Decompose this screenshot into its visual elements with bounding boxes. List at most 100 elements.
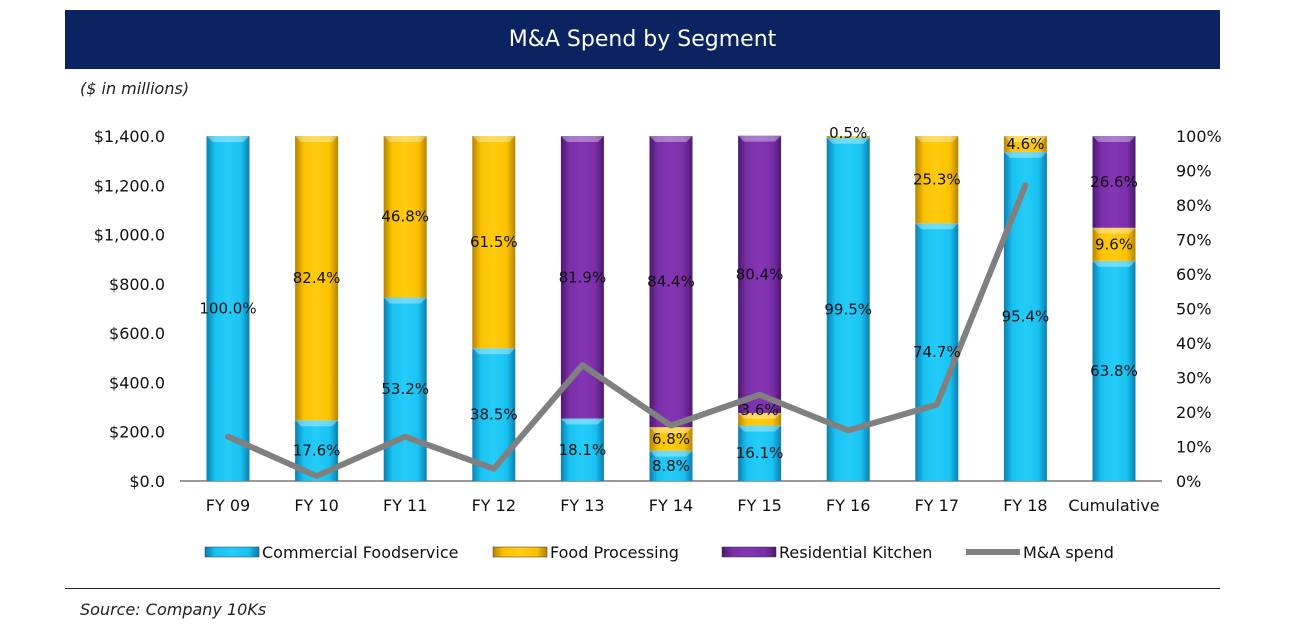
bar-commercial bbox=[915, 223, 959, 481]
bar-bevel-commercial bbox=[1092, 260, 1136, 267]
right-axis-tick-label: 0% bbox=[1176, 472, 1201, 491]
category-label: FY 11 bbox=[383, 496, 427, 515]
legend-label: Commercial Foodservice bbox=[262, 543, 458, 562]
data-label-commercial: 18.1% bbox=[559, 441, 607, 459]
legend-label: M&A spend bbox=[1023, 543, 1114, 562]
data-label-food: 46.8% bbox=[381, 208, 429, 226]
data-label-food: 9.6% bbox=[1095, 235, 1133, 253]
bar-residential bbox=[738, 135, 782, 414]
category-label: FY 17 bbox=[915, 496, 959, 515]
bar-bevel-commercial bbox=[1003, 151, 1047, 158]
data-label-food: 4.6% bbox=[1006, 135, 1044, 153]
legend-label: Food Processing bbox=[550, 543, 679, 562]
bar-commercial bbox=[206, 136, 250, 481]
data-label-food: 25.3% bbox=[913, 171, 961, 189]
data-label-commercial: 99.5% bbox=[824, 300, 872, 318]
bar-food bbox=[1092, 227, 1136, 261]
category-label: FY 12 bbox=[472, 496, 516, 515]
data-label-commercial: 16.1% bbox=[736, 444, 784, 462]
bar-bevel-food bbox=[915, 136, 959, 142]
bar-bevel-residential bbox=[1092, 136, 1136, 142]
bar-commercial bbox=[560, 418, 604, 481]
left-axis-tick-label: $1,200.0 bbox=[94, 176, 165, 195]
bar-commercial bbox=[649, 450, 693, 481]
data-label-food: 0.5% bbox=[829, 124, 867, 142]
data-label-food: 61.5% bbox=[470, 233, 518, 251]
data-label-commercial: 74.7% bbox=[913, 343, 961, 361]
bar-bevel-residential bbox=[560, 136, 604, 142]
bar-food bbox=[915, 136, 959, 224]
left-axis-tick-label: $600.0 bbox=[109, 324, 165, 343]
bar-bevel-food bbox=[738, 413, 782, 420]
left-axis-tick-label: $800.0 bbox=[109, 275, 165, 294]
bar-commercial bbox=[472, 348, 516, 481]
category-label: FY 10 bbox=[294, 496, 338, 515]
left-axis-tick-label: $1,000.0 bbox=[94, 226, 165, 245]
legend-label: Residential Kitchen bbox=[779, 543, 932, 562]
bar-food bbox=[1003, 136, 1047, 152]
data-label-residential: 26.6% bbox=[1090, 173, 1138, 191]
category-label: FY 18 bbox=[1003, 496, 1047, 515]
left-axis-tick-label: $200.0 bbox=[109, 423, 165, 442]
data-label-commercial: 53.2% bbox=[381, 380, 429, 398]
left-axis-tick-label: $1,400.0 bbox=[94, 127, 165, 146]
data-label-commercial: 100.0% bbox=[199, 300, 256, 318]
right-axis-tick-label: 90% bbox=[1176, 162, 1212, 181]
bar-bevel-food bbox=[383, 136, 427, 142]
source-note: Source: Company 10Ks bbox=[80, 600, 267, 619]
category-label: FY 16 bbox=[826, 496, 870, 515]
right-axis-tick-label: 10% bbox=[1176, 438, 1212, 457]
right-axis-tick-label: 60% bbox=[1176, 265, 1212, 284]
bar-bevel-commercial bbox=[649, 450, 693, 457]
category-label: FY 13 bbox=[560, 496, 604, 515]
data-label-residential: 81.9% bbox=[559, 268, 607, 286]
right-axis-tick-label: 80% bbox=[1176, 196, 1212, 215]
bar-bevel-commercial bbox=[295, 420, 339, 427]
bar-bevel-residential bbox=[738, 135, 782, 142]
bar-bevel-commercial bbox=[206, 136, 250, 142]
data-label-commercial: 17.6% bbox=[293, 442, 341, 460]
data-label-commercial: 63.8% bbox=[1090, 362, 1138, 380]
data-label-residential: 80.4% bbox=[736, 265, 784, 283]
chart-title: M&A Spend by Segment bbox=[65, 10, 1220, 69]
bar-bevel-commercial bbox=[826, 137, 870, 144]
bar-commercial bbox=[1003, 151, 1047, 481]
data-label-residential: 84.4% bbox=[647, 273, 695, 291]
bar-food bbox=[295, 136, 339, 421]
bar-food bbox=[472, 136, 516, 349]
bar-bevel-commercial bbox=[472, 348, 516, 355]
category-label: FY 09 bbox=[206, 496, 250, 515]
data-label-commercial: 38.5% bbox=[470, 406, 518, 424]
bar-food bbox=[649, 427, 693, 451]
left-axis-tick-label: $0.0 bbox=[129, 472, 165, 491]
bar-bevel-food bbox=[649, 427, 693, 434]
legend-swatch-commercial bbox=[204, 546, 260, 558]
data-label-food: 6.8% bbox=[652, 430, 690, 448]
bar-bevel-food bbox=[1092, 227, 1136, 234]
left-axis-tick-label: $400.0 bbox=[109, 373, 165, 392]
category-label: FY 15 bbox=[737, 496, 781, 515]
right-axis-tick-label: 20% bbox=[1176, 403, 1212, 422]
right-axis-tick-label: 40% bbox=[1176, 334, 1212, 353]
right-axis-tick-label: 30% bbox=[1176, 369, 1212, 388]
bar-bevel-commercial bbox=[383, 297, 427, 304]
bar-food bbox=[826, 136, 870, 138]
data-label-food: 82.4% bbox=[293, 269, 341, 287]
bar-bevel-food bbox=[826, 136, 870, 137]
bar-residential bbox=[649, 136, 693, 428]
category-label: Cumulative bbox=[1068, 496, 1159, 515]
data-label-commercial: 95.4% bbox=[1002, 307, 1050, 325]
bar-bevel-food bbox=[472, 136, 516, 142]
bar-bevel-commercial bbox=[915, 223, 959, 230]
bar-residential bbox=[1092, 136, 1136, 228]
category-label: FY 14 bbox=[649, 496, 693, 515]
right-axis-tick-label: 100% bbox=[1176, 127, 1222, 146]
legend-swatch-residential bbox=[721, 546, 777, 558]
bar-bevel-commercial bbox=[738, 425, 782, 432]
line-ma-spend bbox=[225, 182, 1029, 480]
bar-commercial bbox=[738, 425, 782, 481]
legend-swatch-food bbox=[492, 546, 548, 558]
right-axis-tick-label: 70% bbox=[1176, 231, 1212, 250]
data-label-commercial: 8.8% bbox=[652, 457, 690, 475]
